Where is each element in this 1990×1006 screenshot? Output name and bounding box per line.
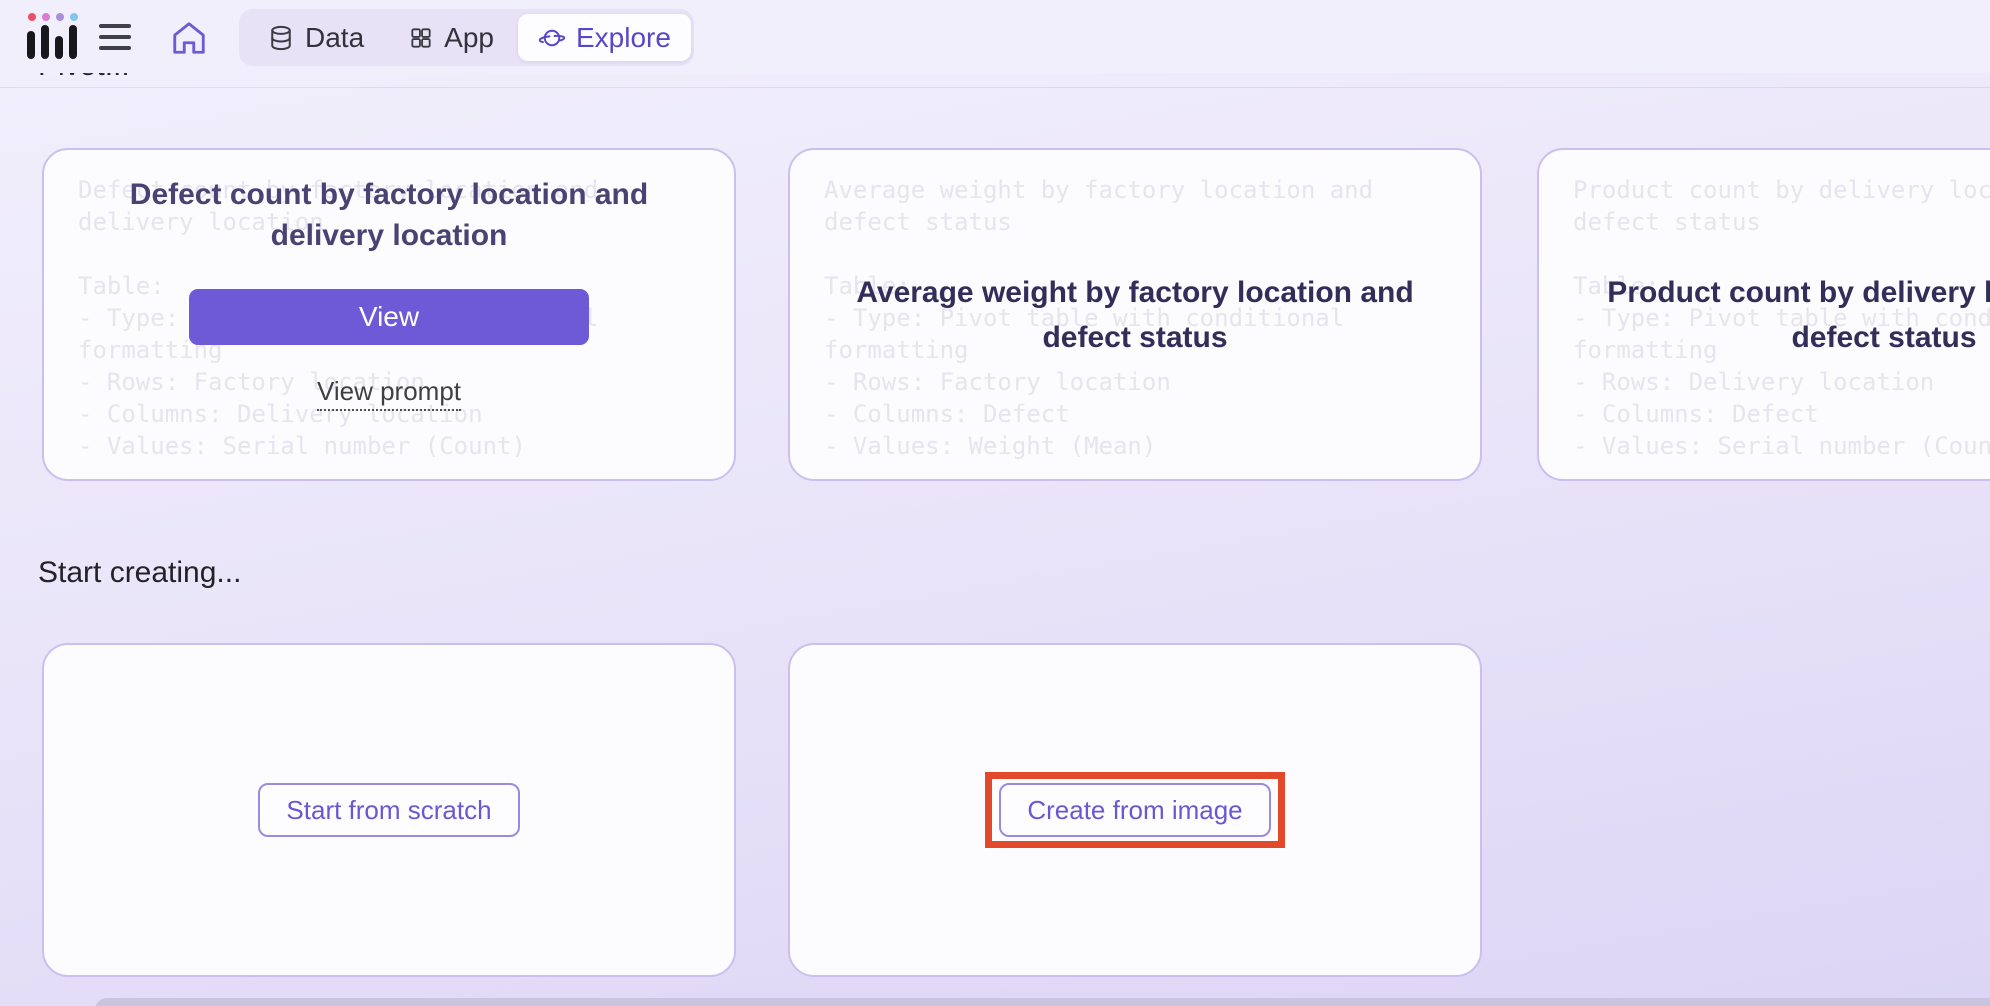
- suggestion-card-average-weight[interactable]: Average weight by factory location and d…: [788, 148, 1482, 481]
- suggestion-card-title: Defect count by factory location and del…: [129, 178, 649, 252]
- start-creating-heading: Start creating...: [38, 556, 242, 589]
- suggestion-card-title: Product count by delivery location and d…: [1607, 275, 1990, 354]
- tab-explore-label: Explore: [575, 21, 671, 53]
- menu-icon[interactable]: [99, 24, 131, 50]
- view-prompt-link[interactable]: View prompt: [316, 376, 462, 411]
- create-from-image-card[interactable]: Create from image: [788, 643, 1482, 977]
- tab-app-label: App: [444, 21, 494, 53]
- top-bar: Data App: [0, 0, 1990, 73]
- home-icon[interactable]: [168, 17, 210, 59]
- mito-logo[interactable]: [27, 13, 85, 61]
- suggestion-card-product-count[interactable]: Product count by delivery location and d…: [1537, 148, 1990, 481]
- view-tab-group: Data App: [239, 9, 694, 66]
- planet-icon: [538, 24, 566, 52]
- red-annotation-box: Create from image: [985, 772, 1285, 848]
- tab-data[interactable]: Data: [247, 14, 384, 61]
- suggestion-card-title: Average weight by factory location and d…: [856, 275, 1414, 354]
- tab-app[interactable]: App: [388, 14, 514, 61]
- grid-icon: [408, 25, 434, 51]
- tab-data-label: Data: [305, 21, 365, 53]
- start-from-scratch-card[interactable]: Start from scratch: [42, 643, 736, 977]
- header-divider: [0, 87, 1990, 88]
- create-from-image-button[interactable]: Create from image: [999, 783, 1271, 837]
- logo-bars: [27, 25, 85, 59]
- logo-dots: [28, 13, 85, 21]
- start-from-scratch-button[interactable]: Start from scratch: [258, 783, 520, 837]
- prompt-preview-text: Product count by delivery location and d…: [1573, 176, 1990, 460]
- view-button[interactable]: View: [189, 289, 589, 345]
- prompt-preview-text: Average weight by factory location and d…: [824, 176, 1374, 460]
- next-section-partial: [95, 998, 1990, 1006]
- suggestion-card-defect-count[interactable]: Defect count by factory location and del…: [42, 148, 736, 481]
- tab-explore[interactable]: Explore: [517, 14, 691, 61]
- database-icon: [267, 24, 295, 52]
